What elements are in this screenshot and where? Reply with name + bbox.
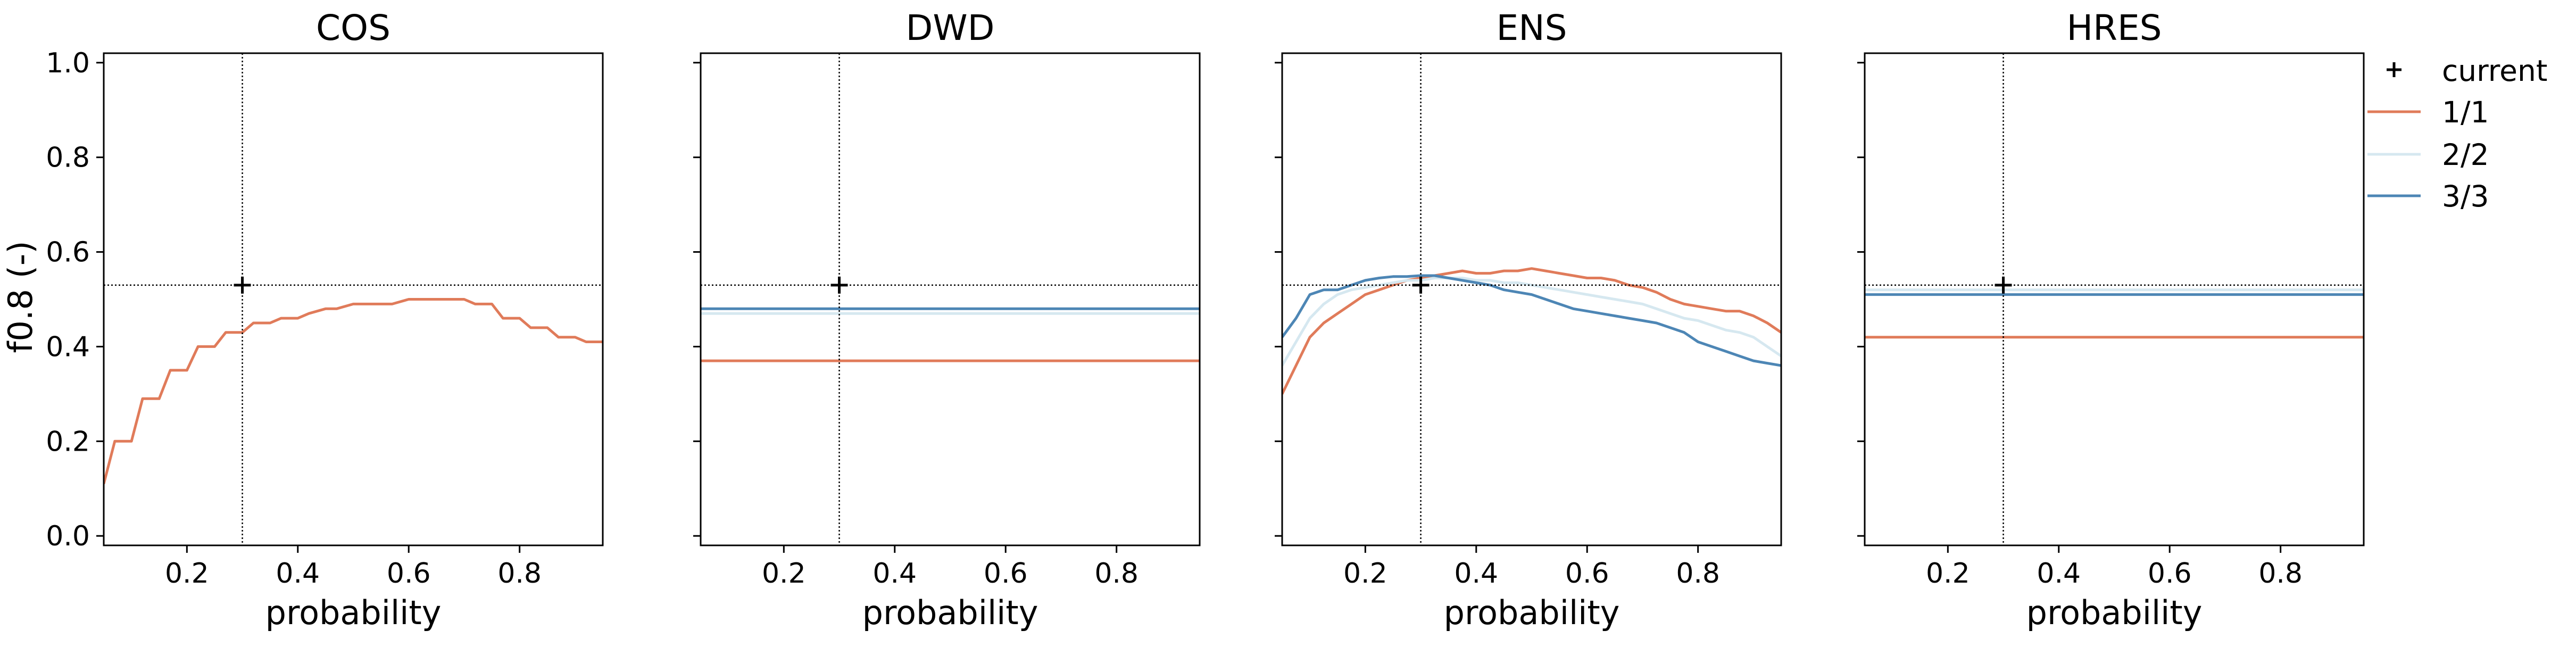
- x-tick-label: 0.2: [1343, 558, 1387, 590]
- x-tick-label: 0.8: [497, 558, 542, 590]
- series-group: [1865, 288, 2364, 339]
- y-axis-label: f0.8 (-): [1, 241, 40, 353]
- x-tick-label: 0.6: [1565, 558, 1609, 590]
- x-axis-label: probability: [265, 593, 442, 632]
- axes-frame: [1864, 52, 2365, 546]
- panel-title: COS: [316, 7, 390, 48]
- panel-title: DWD: [906, 7, 995, 48]
- y-tick-label: 0.2: [46, 426, 90, 458]
- axes-frame: [700, 52, 1201, 546]
- x-tick-label: 0.6: [2148, 558, 2192, 590]
- series-group: [104, 298, 603, 485]
- legend-item-2-2: 2/2: [2367, 138, 2489, 172]
- panel-dwd: DWD 0.2 0.4 0.6 0.8 probability: [693, 7, 1201, 632]
- legend-label-2-2: 2/2: [2442, 138, 2489, 172]
- legend-label-1-1: 1/1: [2442, 95, 2489, 129]
- x-tick-label: 0.4: [1454, 558, 1498, 590]
- series-line-2-2: [1282, 277, 1781, 367]
- x-axis-label: probability: [2026, 593, 2203, 632]
- series-line-3-3: [1282, 274, 1781, 367]
- x-tick-label: 0.2: [1926, 558, 1970, 590]
- x-tick-label: 0.4: [2037, 558, 2081, 590]
- x-tick-label: 0.6: [984, 558, 1028, 590]
- series-group: [701, 307, 1200, 362]
- axes-frame: [103, 52, 604, 546]
- x-tick-label: 0.2: [762, 558, 806, 590]
- y-tick-label: 0.4: [46, 331, 90, 363]
- x-tick-label: 0.4: [872, 558, 917, 590]
- x-tick-label: 0.4: [276, 558, 320, 590]
- legend-item-3-3: 3/3: [2367, 179, 2489, 213]
- panel-hres: HRES 0.2 0.4 0.6 0.8 probability: [1857, 7, 2365, 632]
- series-group: [1282, 267, 1781, 395]
- panel-cos: COS 0.2 0.4 0.6 0.8 probability 0.0 0.2 0.4 0.6 0.…: [46, 7, 604, 632]
- legend-label-3-3: 3/3: [2442, 179, 2489, 213]
- y-tick-label: 0.6: [46, 237, 90, 269]
- series-line-1-1: [1282, 267, 1781, 395]
- axes-frame: [1281, 52, 1782, 546]
- x-tick-label: 0.8: [1676, 558, 1720, 590]
- legend-item-1-1: 1/1: [2367, 95, 2489, 129]
- x-axis-label: probability: [1444, 593, 1620, 632]
- panel-ens: ENS 0.2 0.4 0.6 0.8 probability: [1275, 7, 1782, 632]
- x-tick-label: 0.8: [2258, 558, 2303, 590]
- x-tick-label: 0.2: [165, 558, 209, 590]
- y-tick-label: 1.0: [46, 47, 90, 79]
- panel-title: ENS: [1497, 7, 1567, 48]
- panel-title: HRES: [2066, 7, 2162, 48]
- legend: current 1/1 2/2 3/3: [2367, 54, 2547, 213]
- x-tick-label: 0.8: [1094, 558, 1139, 590]
- series-line-1-1: [104, 298, 603, 485]
- x-tick-label: 0.6: [387, 558, 431, 590]
- legend-item-current: current: [2387, 54, 2547, 88]
- y-tick-label: 0.8: [46, 142, 90, 174]
- legend-current-label: current: [2442, 54, 2547, 88]
- y-tick-label: 0.0: [46, 520, 90, 552]
- x-axis-label: probability: [862, 593, 1038, 632]
